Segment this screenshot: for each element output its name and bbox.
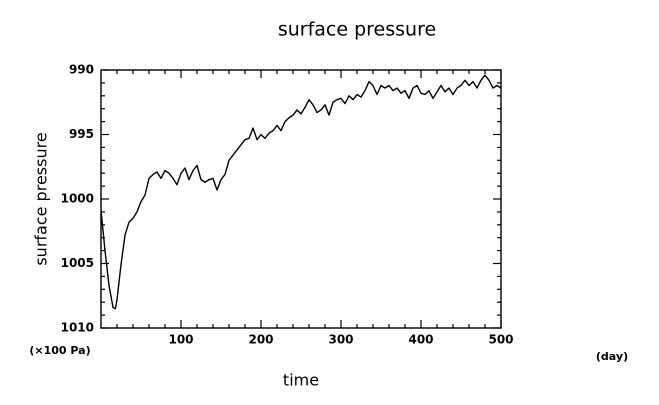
- y-unit: (×100 Pa): [29, 344, 90, 357]
- y-tick-label: 990: [69, 63, 94, 77]
- data-line: [100, 74, 502, 310]
- x-tick-label: 400: [408, 333, 433, 347]
- y-axis-label: surface pressure: [32, 132, 51, 265]
- x-unit: (day): [596, 350, 628, 363]
- x-tick-label: 500: [488, 333, 513, 347]
- x-tick-label: 200: [248, 333, 273, 347]
- y-tick-label: 1005: [61, 256, 94, 270]
- x-axis-label: time: [283, 371, 319, 390]
- chart-title: surface pressure: [278, 19, 436, 41]
- y-tick-label: 1000: [61, 192, 94, 206]
- y-tick-label: 995: [69, 127, 94, 141]
- plot-frame: [100, 69, 502, 329]
- x-tick-label: 300: [328, 333, 353, 347]
- x-tick-label: 100: [168, 333, 193, 347]
- y-tick-label: 1010: [61, 321, 94, 335]
